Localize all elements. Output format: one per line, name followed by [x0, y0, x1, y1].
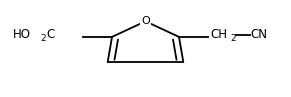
Text: CN: CN	[251, 28, 268, 41]
Text: HO: HO	[13, 28, 31, 41]
Text: 2: 2	[40, 34, 46, 43]
Text: CH: CH	[210, 28, 227, 41]
Text: O: O	[141, 16, 150, 26]
Text: C: C	[46, 28, 54, 41]
Text: 2: 2	[231, 34, 236, 43]
